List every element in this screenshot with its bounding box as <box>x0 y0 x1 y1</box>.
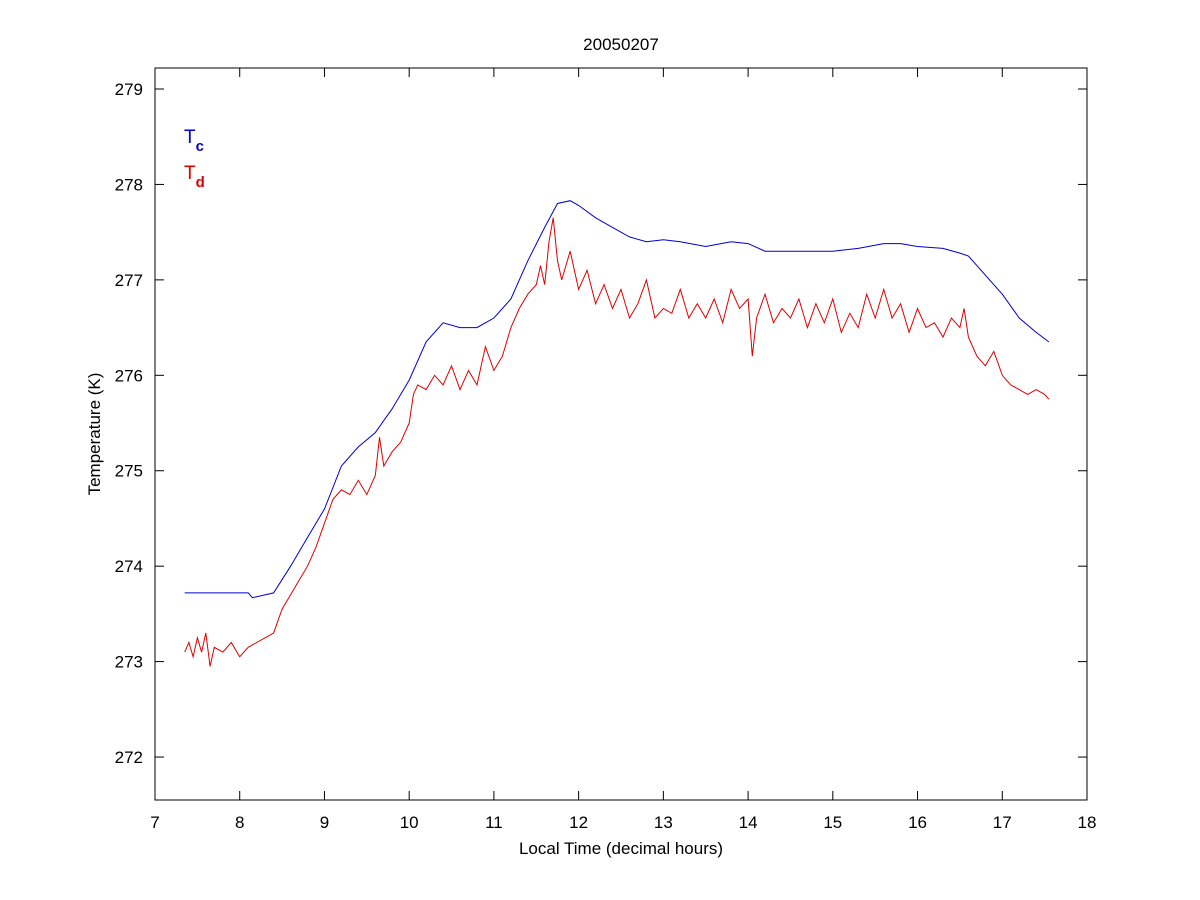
y-tick-label: 276 <box>115 366 143 385</box>
y-tick-label: 278 <box>115 175 143 194</box>
x-tick-label: 16 <box>908 813 927 832</box>
y-axis-label: Temperature (K) <box>85 373 104 496</box>
x-tick-label: 15 <box>823 813 842 832</box>
series-line-td <box>184 217 1050 667</box>
x-tick-label: 17 <box>993 813 1012 832</box>
y-tick-label: 274 <box>115 557 143 576</box>
x-tick-label: 14 <box>739 813 758 832</box>
legend-label-sub: c <box>196 138 204 155</box>
plot-area <box>154 67 1088 801</box>
y-tick-label: 275 <box>115 462 143 481</box>
y-tick-label: 273 <box>115 653 143 672</box>
y-tick-label: 279 <box>115 80 143 99</box>
x-tick-label: 11 <box>485 813 503 832</box>
x-axis-label: Local Time (decimal hours) <box>519 839 723 858</box>
x-tick-label: 18 <box>1078 813 1097 832</box>
x-tick-label: 7 <box>150 813 159 832</box>
x-tick-label: 9 <box>320 813 329 832</box>
series-line-tc <box>184 200 1050 599</box>
legend-label-sub: d <box>196 174 205 191</box>
x-tick-label: 12 <box>569 813 588 832</box>
x-tick-label: 10 <box>400 813 419 832</box>
y-tick-label: 277 <box>115 271 143 290</box>
legend-entry-tc: Tc <box>184 127 204 155</box>
x-tick-label: 13 <box>654 813 673 832</box>
legend-entry-td: Td <box>184 163 205 191</box>
chart-title: 20050207 <box>583 35 659 54</box>
y-tick-label: 272 <box>115 748 143 767</box>
legend-label-main: T <box>184 163 196 184</box>
x-tick-label: 8 <box>235 813 244 832</box>
legend-label-main: T <box>184 127 196 148</box>
